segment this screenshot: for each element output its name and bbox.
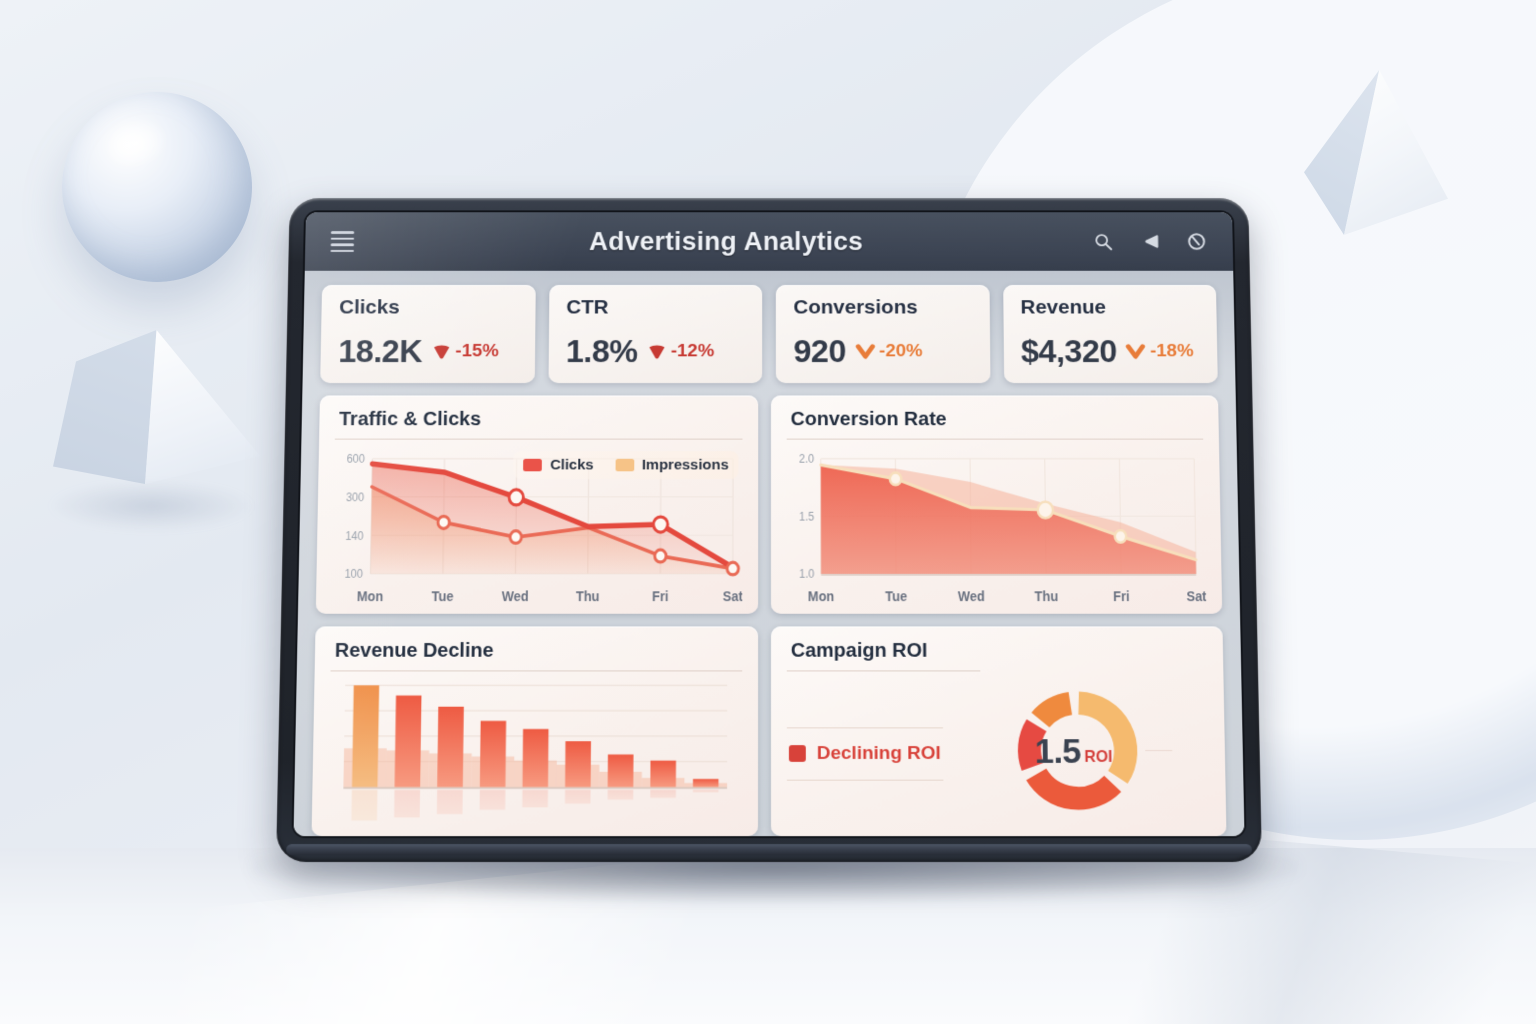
chart-title: Traffic & Clicks [338, 408, 482, 430]
clicks-swatch-icon [523, 458, 543, 472]
svg-text:Fri: Fri [652, 588, 669, 604]
revenue-decline-card: Revenue Decline [311, 626, 759, 837]
divider [786, 438, 1204, 440]
kpi-trend: -20% [855, 341, 923, 362]
kpi-delta: -12% [670, 341, 715, 362]
divider [330, 670, 743, 672]
kpi-trend: -18% [1125, 341, 1194, 362]
svg-text:Tue: Tue [885, 588, 907, 604]
svg-text:ROI: ROI [1084, 749, 1112, 766]
kpi-trend: -15% [431, 341, 499, 362]
notifications-icon [1145, 235, 1159, 248]
trend-down-icon [431, 342, 452, 362]
svg-text:Sat: Sat [1186, 588, 1206, 604]
svg-text:1.0: 1.0 [799, 569, 814, 581]
roi-legend: Declining ROI [786, 726, 944, 781]
traffic-chart-canvas: 600 300 140 100 Mon Tue Wed Thu Fri Sat [344, 454, 743, 604]
account-icon [1186, 231, 1208, 252]
conversion-chart-canvas: 2.0 1.5 1.0 Mon Tue Wed Thu Fri Sat [799, 454, 1206, 604]
kpi-value: 18.2K [338, 333, 423, 369]
chart-title: Revenue Decline [334, 640, 494, 662]
legend-item-clicks: Clicks [523, 456, 594, 474]
traffic-clicks-card: Traffic & Clicks Clicks Impressions [315, 395, 759, 614]
divider [334, 438, 743, 440]
notifications-button[interactable] [1139, 231, 1161, 252]
search-button[interactable] [1092, 231, 1114, 252]
legend-label: Impressions [641, 456, 729, 474]
search-icon [1092, 231, 1114, 252]
svg-text:140: 140 [345, 530, 363, 542]
conversion-rate-card: Conversion Rate 2.0 1.5 1.0 Mon Tue Wed Thu Fri… [770, 395, 1223, 614]
kpi-card-revenue: Revenue $4,320 -18% [1002, 285, 1218, 384]
sphere-decoration [62, 92, 252, 282]
kpi-delta: -20% [879, 341, 923, 362]
roi-chart-canvas: 1.5 ROI [943, 676, 1211, 831]
pyramid-decoration [1288, 70, 1448, 235]
kpi-value: 920 [793, 333, 846, 369]
svg-text:Fri: Fri [1113, 588, 1130, 604]
kpi-label: Conversions [793, 296, 918, 319]
svg-text:1.5: 1.5 [1035, 732, 1082, 770]
kpi-value: $4,320 [1020, 333, 1118, 369]
revenue-chart-canvas [328, 676, 743, 821]
tablet-base [286, 844, 1252, 856]
kpi-delta: -18% [1149, 341, 1194, 362]
svg-text:Mon: Mon [808, 588, 834, 604]
svg-text:1.5: 1.5 [799, 511, 814, 523]
svg-text:Thu: Thu [1035, 588, 1059, 604]
header-actions [1092, 231, 1207, 252]
legend-label: Clicks [550, 456, 594, 474]
svg-text:2.0: 2.0 [799, 454, 814, 466]
svg-text:Wed: Wed [502, 588, 529, 604]
tablet-screen: Advertising Analytics [293, 212, 1245, 837]
svg-text:300: 300 [346, 492, 364, 504]
impressions-swatch-icon [615, 458, 634, 472]
floor [0, 848, 1536, 1024]
svg-text:Mon: Mon [357, 588, 384, 604]
kpi-trend: -12% [646, 341, 714, 362]
kpi-label: CTR [566, 296, 609, 319]
kpi-card-clicks: Clicks 18.2K -15% [320, 285, 536, 384]
kpi-card-conversions: Conversions 920 -20% [775, 285, 990, 384]
chart-title: Conversion Rate [790, 408, 947, 430]
kpi-value: 1.8% [565, 333, 638, 369]
svg-text:Tue: Tue [432, 588, 455, 604]
divider [786, 670, 981, 672]
declining-roi-swatch-icon [788, 745, 806, 762]
dashboard-content: Clicks 18.2K -15% [293, 270, 1245, 837]
kpi-row: Clicks 18.2K -15% [320, 285, 1218, 384]
kpi-delta: -15% [455, 341, 499, 362]
trend-down-icon [1125, 342, 1146, 362]
svg-text:600: 600 [347, 454, 365, 466]
account-button[interactable] [1186, 231, 1208, 252]
tablet-device: Advertising Analytics [276, 198, 1262, 862]
svg-text:100: 100 [344, 569, 362, 581]
kpi-label: Revenue [1020, 296, 1107, 319]
svg-text:Sat: Sat [723, 588, 743, 604]
traffic-legend: Clicks Impressions [513, 451, 739, 480]
trend-down-icon [646, 342, 667, 362]
svg-text:Wed: Wed [958, 588, 985, 604]
app-header: Advertising Analytics [304, 212, 1234, 271]
trend-down-icon [855, 342, 876, 362]
wedge-decoration [30, 330, 260, 505]
legend-item-impressions: Impressions [615, 457, 729, 473]
svg-text:Thu: Thu [576, 588, 600, 604]
campaign-roi-card: Campaign ROI Declining ROI 1.5 ROI [770, 626, 1227, 837]
charts-grid: Traffic & Clicks Clicks Impressions [311, 395, 1227, 837]
kpi-card-ctr: CTR 1.8% -12% [548, 285, 763, 384]
kpi-label: Clicks [339, 296, 400, 319]
legend-label: Declining ROI [816, 742, 941, 764]
chart-title: Campaign ROI [790, 640, 928, 662]
menu-button[interactable] [330, 231, 360, 252]
app-title: Advertising Analytics [588, 226, 864, 256]
